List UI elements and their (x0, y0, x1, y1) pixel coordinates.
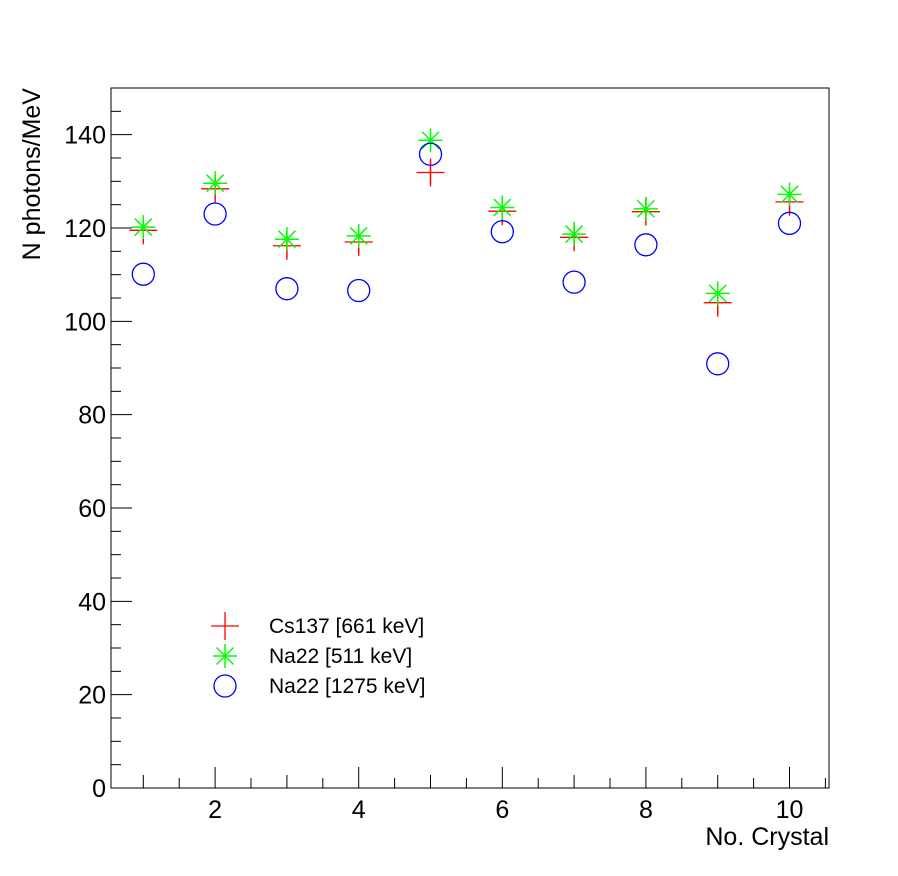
legend-marker (213, 644, 237, 668)
x-tick-label: 10 (776, 796, 804, 824)
y-tick-label: 60 (78, 495, 106, 523)
data-series (129, 128, 804, 376)
data-point (418, 128, 443, 153)
legend: Cs137 [661 keV] Na22 [511 keV] Na22 [1275 … (211, 612, 425, 698)
data-point (346, 223, 371, 248)
data-point (634, 233, 658, 257)
y-axis-label: N photons/MeV (18, 88, 46, 261)
legend-entry: Na22 [1275 keV] (213, 674, 425, 698)
data-point (705, 281, 730, 306)
y-tick-label: 40 (78, 588, 106, 616)
data-point (203, 171, 228, 196)
y-tick-label: 120 (64, 215, 106, 243)
series-3 (131, 142, 802, 376)
data-point (562, 270, 586, 294)
data-point (275, 277, 299, 301)
x-tick-label: 8 (639, 796, 653, 824)
data-point (203, 202, 227, 226)
x-tick-label: 2 (208, 796, 222, 824)
legend-label: Na22 [511 keV] (269, 645, 412, 668)
legend-label: Na22 [1275 keV] (269, 675, 425, 698)
legend-marker (213, 674, 237, 698)
plot-frame (110, 87, 830, 789)
series-2 (131, 128, 802, 306)
data-point (131, 215, 156, 240)
x-axis-ticks: 2 4 6 8 10 (142, 767, 826, 824)
data-point (274, 227, 299, 252)
x-tick-label: 4 (352, 796, 366, 824)
data-point (347, 278, 371, 303)
data-point (777, 182, 802, 207)
legend-label: Cs137 [661 keV] (269, 615, 424, 638)
data-point (418, 142, 443, 166)
data-point (562, 222, 587, 247)
x-axis-label: No. Crystal (705, 823, 829, 851)
data-point (490, 220, 514, 244)
y-tick-label: 100 (64, 308, 106, 336)
y-tick-label: 20 (78, 682, 106, 710)
series-1 (129, 158, 804, 317)
legend-entry: Na22 [511 keV] (213, 644, 412, 668)
data-point (490, 195, 515, 220)
y-axis-ticks: 0 20 40 60 80 100 120 140 (64, 87, 132, 803)
y-tick-label: 0 (92, 775, 106, 803)
data-point (131, 262, 155, 286)
data-point (777, 211, 802, 235)
y-tick-label: 80 (78, 402, 106, 430)
data-point (706, 352, 730, 376)
x-tick-label: 6 (495, 796, 509, 824)
y-tick-label: 140 (64, 122, 106, 150)
data-point (633, 196, 658, 221)
legend-entry: Cs137 [661 keV] (211, 612, 424, 640)
data-point (416, 158, 445, 187)
legend-marker (211, 612, 239, 640)
